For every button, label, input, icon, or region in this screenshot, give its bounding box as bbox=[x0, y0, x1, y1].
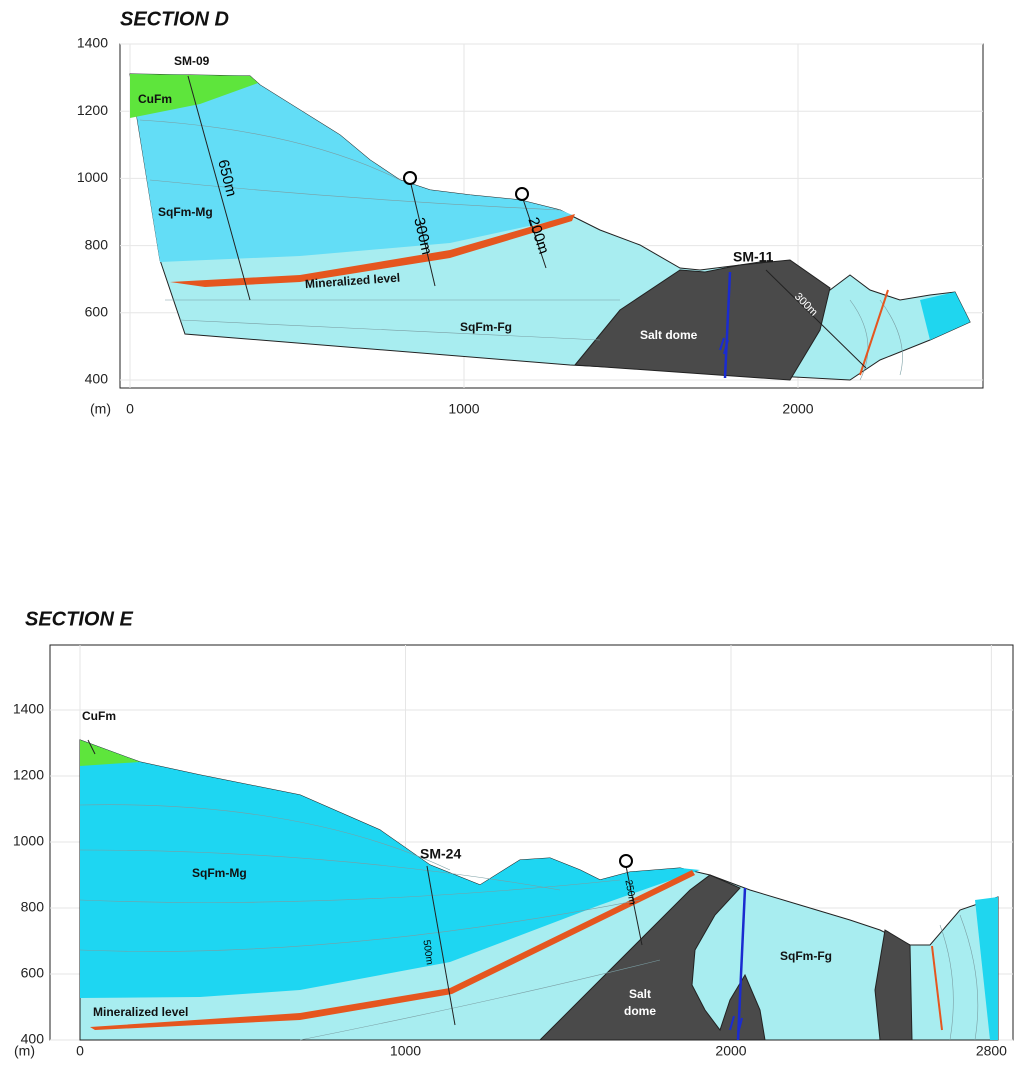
drill-hole bbox=[765, 269, 867, 369]
y-tick-label: 1000 bbox=[13, 833, 44, 849]
y-tick-label: 1000 bbox=[77, 169, 108, 185]
x-tick-label: 1000 bbox=[448, 401, 479, 417]
drill-hole bbox=[625, 865, 643, 946]
collar bbox=[515, 187, 529, 201]
drill-hole bbox=[521, 195, 547, 269]
x-tick-label: 2800 bbox=[976, 1043, 1007, 1059]
drill-hole bbox=[409, 179, 436, 287]
y-tick-label: 400 bbox=[85, 371, 109, 387]
unit-label: SqFm-Mg bbox=[158, 205, 213, 219]
section-title: SECTION E bbox=[25, 608, 133, 630]
mineralized-level bbox=[90, 870, 695, 1030]
x-tick-label: 1000 bbox=[390, 1043, 421, 1059]
y-tick-label: 600 bbox=[85, 304, 109, 320]
depth-label: 250m bbox=[622, 879, 637, 906]
unit-label: (m) bbox=[14, 1043, 35, 1059]
cufm-unit bbox=[80, 740, 140, 766]
fault bbox=[736, 887, 747, 1041]
x-tick-label: 0 bbox=[126, 401, 134, 417]
strata-lines bbox=[139, 119, 903, 381]
collar bbox=[403, 171, 417, 185]
sqfm-mg-unit bbox=[130, 74, 575, 262]
salt-dome bbox=[574, 259, 831, 381]
drill-hole bbox=[426, 865, 456, 1026]
hole-label: SM-24 bbox=[420, 846, 461, 862]
y-tick-label: 1200 bbox=[13, 767, 44, 783]
hole-label: SM-09 bbox=[174, 54, 210, 68]
x-tick-label: 2000 bbox=[782, 401, 813, 417]
unit-label: SqFm-Mg bbox=[192, 866, 247, 880]
unit-label: Salt dome bbox=[640, 328, 698, 342]
x-tick-label: 2000 bbox=[715, 1043, 746, 1059]
y-tick-label: 1400 bbox=[77, 35, 108, 51]
y-tick-label: 800 bbox=[21, 899, 45, 915]
unit-label: Mineralized level bbox=[93, 1005, 188, 1019]
y-tick-label: 1200 bbox=[77, 102, 108, 118]
unit-label: Mineralized level bbox=[304, 271, 400, 292]
y-tick-label: 600 bbox=[21, 965, 45, 981]
depth-label: 500m bbox=[420, 939, 434, 965]
x-tick-label: 0 bbox=[76, 1043, 84, 1059]
section-title: SECTION D bbox=[120, 8, 229, 30]
right-unit bbox=[920, 292, 970, 340]
unit-label: SqFm-Fg bbox=[780, 949, 832, 963]
unit-label: CuFm bbox=[82, 709, 116, 723]
unit-label: Salt bbox=[629, 987, 651, 1001]
y-tick-label: 400 bbox=[21, 1031, 45, 1047]
section-e: SECTION E 1400 1200 1000 800 600 400 CuFm SqF… bbox=[13, 608, 1014, 1059]
fault bbox=[723, 271, 732, 379]
y-tick-label: 800 bbox=[85, 236, 109, 252]
unit-label: dome bbox=[624, 1004, 656, 1018]
unit-label: (m) bbox=[90, 401, 111, 417]
fault-arrows bbox=[719, 337, 729, 355]
mineralized-vein bbox=[931, 945, 943, 1031]
fault-arrows bbox=[729, 1015, 743, 1035]
unit-label: SqFm-Fg bbox=[460, 320, 512, 334]
sqfm-mg-unit bbox=[80, 740, 700, 998]
section-d: SECTION D 1400 1200 1000 800 600 400 SM-09 Cu… bbox=[77, 8, 984, 417]
drill-hole bbox=[187, 75, 251, 301]
leader bbox=[87, 739, 96, 755]
unit-label: CuFm bbox=[138, 92, 172, 106]
collar bbox=[619, 854, 633, 868]
right-unit bbox=[975, 897, 998, 1040]
strata-lines bbox=[79, 804, 979, 1041]
salt-dome-right bbox=[874, 929, 913, 1041]
hole-label: SM-11 bbox=[733, 249, 774, 265]
mineralized-vein bbox=[859, 289, 889, 376]
salt-dome bbox=[538, 874, 766, 1041]
y-tick-label: 1400 bbox=[13, 701, 44, 717]
